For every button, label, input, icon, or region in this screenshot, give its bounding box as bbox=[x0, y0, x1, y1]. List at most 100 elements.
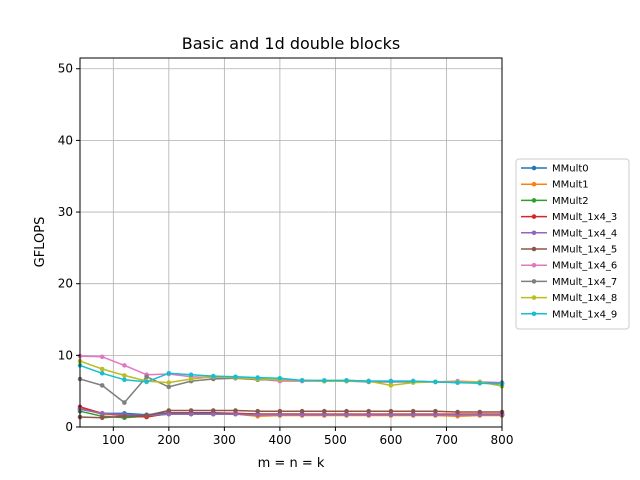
data-point bbox=[277, 412, 283, 418]
data-point bbox=[99, 354, 105, 360]
data-point bbox=[99, 366, 105, 372]
data-point bbox=[99, 415, 105, 421]
data-point bbox=[299, 408, 305, 414]
y-tick-label: 50 bbox=[58, 62, 73, 76]
data-point bbox=[188, 376, 194, 382]
data-point bbox=[233, 411, 238, 417]
data-point bbox=[433, 379, 438, 385]
legend-item: MMult_1x4_8 bbox=[521, 293, 617, 304]
legend-label: MMult_1x4_6 bbox=[552, 261, 617, 272]
y-axis-ticks: 0 10 20 30 40 50 bbox=[58, 62, 80, 434]
legend-label: MMult_1x4_5 bbox=[552, 245, 617, 256]
legend-marker bbox=[531, 262, 537, 268]
legend-marker bbox=[531, 198, 537, 203]
legend-label: MMult2 bbox=[552, 196, 589, 207]
data-point bbox=[322, 378, 327, 383]
data-point bbox=[388, 378, 394, 384]
data-point bbox=[366, 378, 372, 384]
legend-marker bbox=[531, 214, 537, 219]
legend-label: MMult_1x4_4 bbox=[552, 228, 617, 239]
legend-label: MMult_1x4_3 bbox=[552, 212, 617, 223]
data-point bbox=[166, 411, 172, 417]
legend-marker bbox=[531, 230, 537, 236]
data-point bbox=[410, 412, 416, 418]
legend-marker bbox=[531, 279, 537, 284]
data-point bbox=[433, 408, 438, 414]
legend-marker bbox=[531, 311, 537, 317]
x-tick-label: 300 bbox=[213, 433, 236, 447]
legend-item: MMult_1x4_6 bbox=[521, 261, 617, 272]
data-point bbox=[277, 408, 283, 414]
legend-item: MMult_1x4_4 bbox=[521, 228, 617, 239]
plot-frame bbox=[79, 57, 503, 428]
data-point bbox=[455, 380, 460, 385]
data-point bbox=[299, 412, 305, 418]
data-point bbox=[99, 383, 105, 388]
data-point bbox=[144, 379, 149, 385]
data-point bbox=[388, 383, 394, 388]
data-point bbox=[211, 373, 216, 379]
data-point bbox=[410, 408, 416, 414]
series-MMult_1x4_5 bbox=[77, 408, 505, 421]
data-point bbox=[366, 412, 372, 418]
legend-item: MMult_1x4_9 bbox=[521, 309, 617, 320]
legend-label: MMult1 bbox=[552, 180, 589, 191]
data-point bbox=[477, 381, 483, 386]
data-point bbox=[122, 363, 127, 368]
data-point bbox=[188, 408, 194, 413]
legend-label: MMult_1x4_9 bbox=[552, 309, 617, 320]
data-point bbox=[188, 411, 194, 417]
series-line bbox=[79, 364, 503, 385]
data-point bbox=[410, 378, 416, 384]
data-point bbox=[122, 373, 127, 378]
data-point bbox=[277, 376, 283, 381]
data-point bbox=[322, 408, 327, 414]
data-point bbox=[99, 411, 105, 416]
legend-label: MMult_1x4_8 bbox=[552, 293, 617, 304]
data-point bbox=[388, 408, 394, 414]
legend-item: MMult_1x4_3 bbox=[521, 212, 617, 223]
data-point bbox=[122, 414, 127, 419]
data-point bbox=[122, 377, 127, 383]
x-tick-label: 700 bbox=[435, 433, 458, 447]
legend-marker bbox=[531, 181, 537, 187]
data-point bbox=[188, 372, 194, 378]
data-point bbox=[366, 408, 372, 414]
data-point bbox=[166, 384, 172, 390]
data-point bbox=[211, 411, 216, 417]
legend-marker bbox=[531, 295, 537, 300]
data-point bbox=[166, 371, 172, 376]
data-point bbox=[255, 375, 260, 380]
data-point bbox=[344, 408, 349, 414]
legend-item: MMult1 bbox=[521, 180, 589, 191]
data-point bbox=[344, 378, 349, 383]
x-tick-label: 200 bbox=[157, 433, 180, 447]
series-MMult_1x4_9 bbox=[77, 363, 505, 387]
data-point bbox=[388, 412, 394, 418]
data-point bbox=[233, 374, 238, 380]
data-point bbox=[477, 409, 483, 415]
data-point bbox=[255, 408, 260, 414]
data-point bbox=[166, 408, 172, 413]
data-point bbox=[99, 371, 105, 376]
data-point bbox=[211, 408, 216, 413]
data-point bbox=[455, 409, 460, 415]
data-point bbox=[433, 412, 438, 418]
x-tick-label: 100 bbox=[102, 433, 125, 447]
x-axis-ticks: 100 200 300 400 500 600 700 800 bbox=[102, 427, 513, 447]
legend-box bbox=[515, 158, 630, 330]
y-tick-label: 40 bbox=[58, 133, 73, 147]
data-point bbox=[144, 413, 149, 418]
legend-item: MMult2 bbox=[521, 196, 589, 207]
x-tick-label: 400 bbox=[268, 433, 291, 447]
data-point bbox=[122, 400, 127, 405]
x-tick-label: 500 bbox=[324, 433, 347, 447]
data-point bbox=[233, 408, 238, 413]
data-point bbox=[322, 412, 327, 418]
legend-label: MMult0 bbox=[552, 164, 589, 175]
legend-marker bbox=[531, 165, 537, 171]
y-tick-label: 30 bbox=[58, 205, 73, 219]
data-point bbox=[166, 380, 172, 385]
x-axis-label: m = n = k bbox=[258, 456, 325, 471]
